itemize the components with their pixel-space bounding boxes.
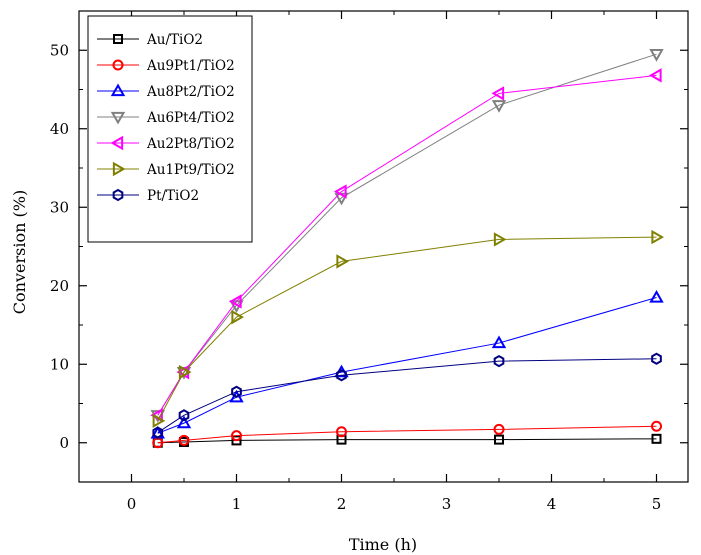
data-point <box>333 184 347 199</box>
y-tick-label: 10 <box>50 355 69 373</box>
data-point <box>178 364 192 380</box>
data-point <box>336 369 347 382</box>
x-tick-label: 4 <box>547 495 557 513</box>
legend-marker <box>112 161 126 177</box>
legend-label: Au9Pt1/TiO2 <box>146 58 235 74</box>
legend-entry: Pt/TiO2 <box>97 188 199 204</box>
data-point <box>651 420 662 432</box>
legend-entry: Au1Pt9/TiO2 <box>97 161 235 178</box>
series-Au9Pt1/TiO2 <box>152 420 662 449</box>
data-point <box>176 415 192 429</box>
y-tick-label: 30 <box>50 198 69 216</box>
x-tick-label: 0 <box>127 495 137 513</box>
y-tick-label: 0 <box>59 434 69 452</box>
legend-box <box>87 15 253 243</box>
y-tick-label: 20 <box>50 277 69 295</box>
legend-entry: Au2Pt8/TiO2 <box>97 135 235 152</box>
data-point <box>336 254 350 269</box>
data-point <box>491 335 507 349</box>
data-point <box>229 389 244 403</box>
data-point <box>491 86 505 101</box>
legend: Au/TiO2 Au9Pt1/TiO2 Au8Pt2/TiO2 Au6Pt4/TiO2… <box>87 15 253 243</box>
data-point <box>651 229 665 245</box>
data-point <box>152 413 166 428</box>
data-point <box>494 434 504 445</box>
legend-marker <box>112 188 124 202</box>
legend-label: Au8Pt2/TiO2 <box>146 84 235 100</box>
legend-marker <box>113 34 123 44</box>
series-line <box>157 358 657 433</box>
data-point <box>152 426 164 439</box>
legend-label: Au6Pt4/TiO2 <box>146 110 235 126</box>
data-point <box>648 68 662 83</box>
series-Au1Pt9/TiO2 <box>152 229 665 428</box>
series-line <box>157 236 657 422</box>
data-point <box>649 49 664 62</box>
data-point <box>651 433 662 444</box>
y-tick-label: 50 <box>50 41 69 59</box>
data-point <box>231 385 242 398</box>
series-Au8Pt2/TiO2 <box>150 290 664 439</box>
data-point <box>491 100 507 113</box>
legend-entry: Au6Pt4/TiO2 <box>97 110 235 126</box>
x-axis-label: Time (h) <box>349 535 417 554</box>
data-point <box>336 426 347 438</box>
legend-marker <box>112 59 124 71</box>
data-point <box>228 294 242 309</box>
x-tick-label: 2 <box>337 495 347 513</box>
data-point <box>231 435 242 446</box>
data-point <box>178 409 190 422</box>
legend-label: Au2Pt8/TiO2 <box>146 136 235 152</box>
y-tick-label: 40 <box>50 120 69 138</box>
data-point <box>231 430 242 442</box>
x-tick-label: 3 <box>442 495 452 513</box>
legend-marker <box>110 83 126 97</box>
data-point <box>651 352 662 365</box>
legend-entry: Au8Pt2/TiO2 <box>97 83 235 100</box>
data-point <box>493 423 505 435</box>
legend-label: Au1Pt9/TiO2 <box>146 162 235 178</box>
legend-marker <box>110 111 126 125</box>
legend-label: Pt/TiO2 <box>147 188 199 204</box>
legend-entry: Au/TiO2 <box>97 32 203 48</box>
x-tick-label: 5 <box>652 495 662 513</box>
x-tick-label: 1 <box>232 495 242 513</box>
series-layer <box>150 49 665 449</box>
legend-entry: Au9Pt1/TiO2 <box>97 58 235 74</box>
series-Pt/TiO2 <box>152 352 662 439</box>
data-point <box>178 434 190 446</box>
data-point <box>493 354 505 368</box>
data-point <box>649 290 664 303</box>
legend-marker <box>110 135 124 151</box>
data-point <box>493 232 507 247</box>
y-axis-label: Conversion (%) <box>10 190 29 314</box>
legend-label: Au/TiO2 <box>146 32 203 48</box>
data-point <box>231 309 245 325</box>
